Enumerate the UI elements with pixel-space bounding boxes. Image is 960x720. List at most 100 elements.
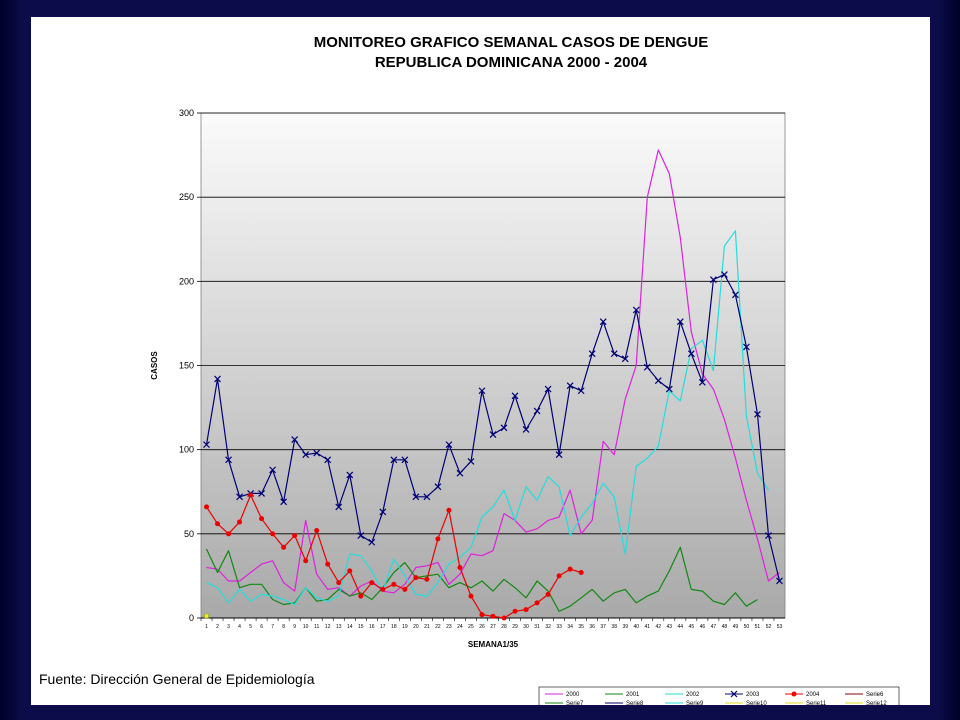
x-tick-label: 42 bbox=[656, 624, 662, 630]
x-tick-label: 39 bbox=[622, 624, 628, 630]
x-tick-label: 41 bbox=[644, 624, 650, 630]
data-point-2003 bbox=[335, 503, 343, 511]
legend-entry-Serie12: Serie12 bbox=[845, 701, 887, 705]
legend-label: Serie9 bbox=[686, 701, 704, 705]
legend-entry-Serie7: Serie7 bbox=[545, 701, 584, 705]
x-tick-label: 24 bbox=[457, 624, 463, 630]
data-point-2004 bbox=[534, 600, 540, 606]
x-tick-label: 26 bbox=[479, 624, 485, 630]
data-point-2003 bbox=[654, 377, 662, 385]
data-point-2003 bbox=[687, 350, 695, 358]
data-point-2004 bbox=[336, 580, 342, 586]
x-tick-label: 34 bbox=[567, 624, 573, 630]
x-tick-label: 35 bbox=[578, 624, 584, 630]
data-point-2003 bbox=[346, 471, 354, 479]
data-point-2004 bbox=[402, 586, 408, 592]
data-point-2003 bbox=[743, 343, 750, 351]
legend-entry-2000: 2000 bbox=[545, 692, 580, 698]
data-point-2004 bbox=[556, 573, 562, 579]
data-point-2003 bbox=[478, 387, 486, 395]
data-point-2003 bbox=[599, 318, 607, 326]
legend-marker bbox=[730, 690, 738, 698]
x-tick-label: 13 bbox=[336, 624, 342, 630]
data-point-2003 bbox=[390, 456, 398, 464]
data-point-2004 bbox=[314, 527, 320, 533]
x-tick-label: 43 bbox=[667, 624, 673, 630]
dengue-line-chart: MONITOREO GRAFICO SEMANAL CASOS DE DENGU… bbox=[150, 34, 900, 705]
x-axis-ticks: 1 2 3 4 5 6 7 8 9 10 11 12 13 14 15 16 17 18 19 20 21 22 23 24 2… bbox=[200, 617, 785, 630]
data-point-2004 bbox=[446, 507, 452, 513]
x-tick-label: 22 bbox=[435, 624, 441, 630]
data-point-2004 bbox=[479, 612, 485, 618]
x-tick-label: 29 bbox=[512, 624, 518, 630]
x-tick-label: 23 bbox=[446, 624, 452, 630]
data-point-2003 bbox=[291, 436, 299, 443]
source-note: Fuente: Dirección General de Epidemiolog… bbox=[39, 671, 315, 687]
legend-label: Serie8 bbox=[626, 701, 644, 705]
data-point-2003 bbox=[434, 483, 442, 491]
data-point-2003 bbox=[445, 441, 453, 449]
x-tick-label: 20 bbox=[413, 624, 419, 630]
data-point-2003 bbox=[214, 375, 221, 383]
data-point-2003 bbox=[566, 382, 574, 390]
data-point-2004 bbox=[567, 566, 573, 572]
origin-marker bbox=[204, 613, 209, 619]
x-tick-label: 2 bbox=[216, 624, 219, 630]
data-point-2004 bbox=[424, 576, 430, 582]
series-2000 bbox=[206, 149, 780, 597]
data-point-2004 bbox=[303, 558, 309, 564]
x-tick-label: 10 bbox=[303, 624, 309, 630]
x-tick-label: 9 bbox=[293, 624, 296, 630]
x-tick-label: 47 bbox=[711, 624, 717, 630]
series-2003 bbox=[203, 271, 783, 585]
data-point-2003 bbox=[423, 493, 431, 501]
data-point-2003 bbox=[621, 355, 629, 363]
data-point-2003 bbox=[776, 577, 783, 585]
legend-label: 2003 bbox=[746, 692, 760, 698]
data-point-2004 bbox=[380, 586, 386, 592]
data-point-2003 bbox=[203, 441, 210, 449]
data-point-2004 bbox=[248, 492, 254, 498]
data-point-2004 bbox=[270, 531, 276, 537]
series-line-2000 bbox=[206, 149, 780, 597]
data-point-2003 bbox=[225, 456, 232, 464]
chart-title: MONITOREO GRAFICO SEMANAL CASOS DE DENGU… bbox=[314, 34, 708, 51]
x-tick-label: 40 bbox=[633, 624, 639, 630]
x-tick-label: 31 bbox=[534, 624, 540, 630]
x-tick-label: 38 bbox=[611, 624, 617, 630]
data-point-2003 bbox=[269, 466, 277, 474]
x-tick-label: 15 bbox=[358, 624, 364, 630]
data-point-2003 bbox=[610, 350, 618, 358]
slide-frame-right bbox=[938, 0, 960, 720]
legend: 2000 2001 2002 2003 2004 Serie6 Serie7 Serie8 Se… bbox=[538, 686, 900, 705]
data-point-2004 bbox=[457, 565, 463, 570]
data-point-2004 bbox=[292, 533, 298, 539]
x-tick-label: 30 bbox=[523, 624, 529, 630]
x-tick-label: 18 bbox=[391, 624, 397, 630]
data-point-2003 bbox=[533, 407, 541, 415]
data-point-2004 bbox=[413, 575, 419, 581]
x-tick-label: 19 bbox=[402, 624, 408, 630]
legend-entry-2002: 2002 bbox=[665, 692, 700, 698]
legend-label: Serie6 bbox=[866, 692, 884, 698]
x-tick-label: 52 bbox=[766, 624, 772, 630]
data-point-2004 bbox=[281, 544, 287, 550]
data-point-2003 bbox=[313, 449, 321, 457]
data-point-2003 bbox=[456, 469, 464, 477]
data-point-2003 bbox=[720, 271, 728, 279]
data-point-2004 bbox=[523, 607, 529, 613]
y-tick-label: 0 bbox=[189, 613, 194, 623]
y-axis-label: CASOS bbox=[150, 351, 159, 380]
x-tick-label: 46 bbox=[700, 624, 706, 630]
data-point-2004 bbox=[325, 561, 331, 567]
data-point-2003 bbox=[357, 532, 365, 539]
legend-label: 2002 bbox=[686, 692, 700, 698]
data-point-2003 bbox=[368, 538, 376, 546]
data-point-2003 bbox=[522, 426, 530, 433]
x-tick-label: 36 bbox=[589, 624, 595, 630]
data-point-2003 bbox=[632, 306, 640, 314]
legend-marker bbox=[791, 691, 797, 697]
y-tick-label: 300 bbox=[179, 108, 194, 118]
data-point-2004 bbox=[358, 593, 364, 599]
legend-label: Serie12 bbox=[866, 701, 887, 705]
